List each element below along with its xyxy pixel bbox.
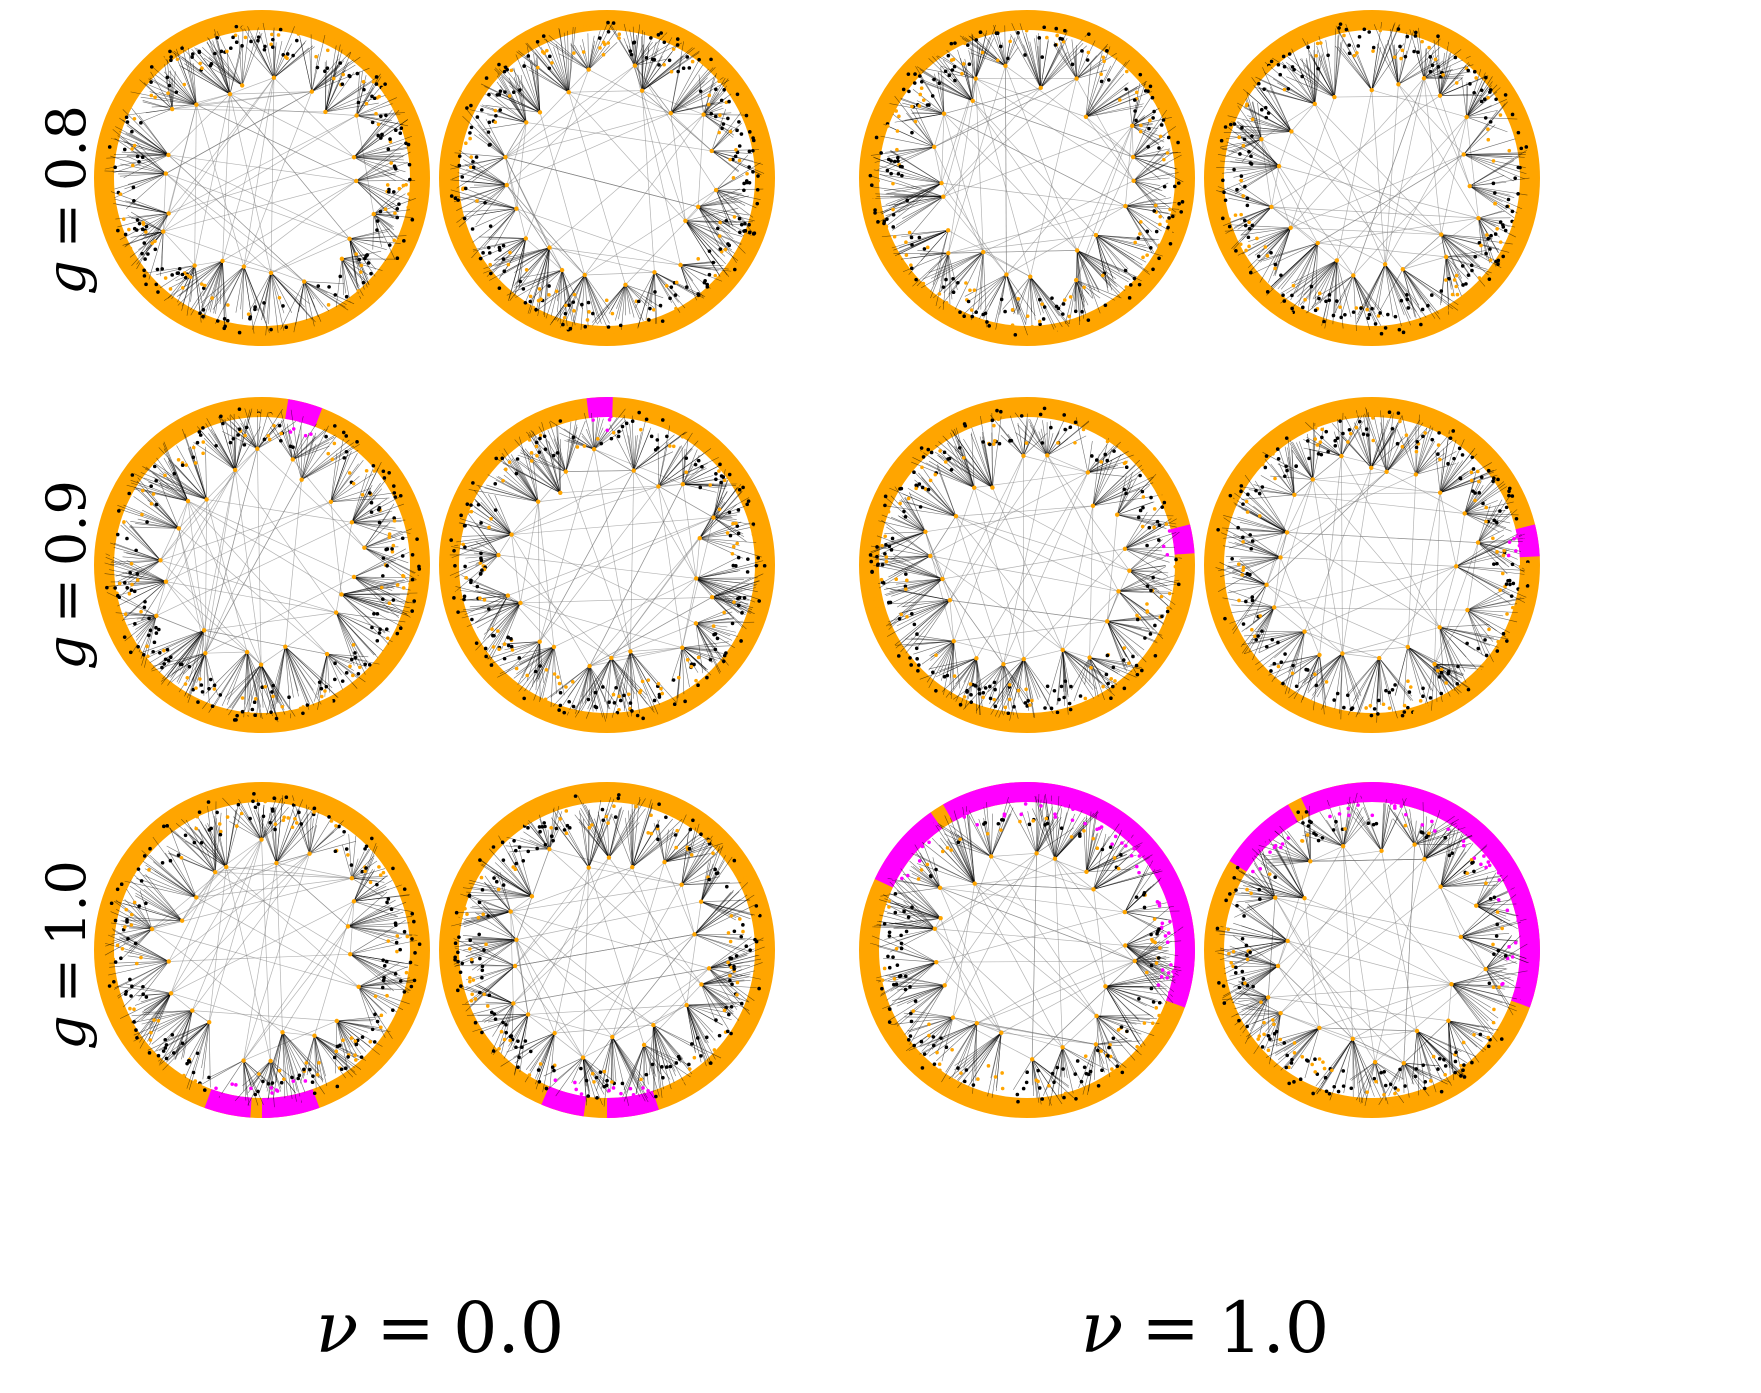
hub-nodes — [508, 846, 712, 1060]
peripheral-nodes — [869, 791, 1187, 1109]
network-panel-r2-c0 — [94, 782, 430, 1118]
peripheral-nodes — [449, 410, 767, 723]
highlight-arc-0 — [1515, 524, 1540, 558]
hub-nodes — [161, 75, 376, 284]
hub-nodes — [154, 446, 367, 667]
long-range-edges — [1261, 78, 1479, 276]
long-range-edges — [151, 839, 359, 1061]
peripheral-nodes — [107, 19, 419, 337]
highlight-arc-0 — [204, 1088, 252, 1118]
peripheral-nodes — [868, 19, 1185, 337]
long-range-edges — [505, 65, 717, 286]
highlight-arc-1 — [1301, 782, 1540, 1008]
hub-nodes — [149, 837, 361, 1064]
long-range-edges — [934, 852, 1136, 1060]
column-label-nu-1.0: ν = 1.0 — [1081, 1287, 1330, 1369]
long-range-edges — [925, 455, 1130, 665]
network-panel-r0-c1 — [439, 10, 775, 346]
peripheral-nodes — [1219, 22, 1529, 336]
column-label-nu-0.0: ν = 0.0 — [316, 1287, 565, 1369]
peripheral-nodes — [105, 407, 422, 722]
highlight-arc-1 — [606, 1090, 659, 1118]
long-range-edges — [510, 848, 710, 1058]
network-panels — [94, 10, 1540, 1118]
node-ring — [859, 10, 1195, 346]
peripheral-nodes — [1216, 405, 1530, 718]
long-range-edges — [498, 448, 714, 667]
network-panel-r1-c2 — [859, 397, 1195, 733]
network-panel-r2-c1 — [439, 782, 775, 1118]
node-ring — [1204, 397, 1540, 733]
network-panel-r2-c2 — [859, 782, 1195, 1118]
hub-nodes — [1259, 76, 1481, 278]
node-ring — [439, 10, 775, 346]
hub-nodes — [932, 851, 1138, 1062]
row-label-g-0.8: g=0.8 — [35, 105, 98, 295]
network-panel-r0-c2 — [859, 10, 1195, 346]
hub-nodes — [496, 446, 716, 669]
node-ring — [859, 397, 1195, 733]
long-range-edges — [1266, 455, 1479, 665]
highlight-arc-0 — [874, 812, 943, 888]
peripheral-nodes — [1215, 791, 1526, 1108]
network-panel-r2-c3 — [1204, 782, 1540, 1118]
node-ring — [94, 10, 430, 346]
network-panel-r1-c3 — [1204, 397, 1540, 733]
long-range-edges — [155, 448, 365, 665]
peripheral-nodes — [449, 20, 763, 334]
row-label-g-0.9: g=0.9 — [35, 480, 98, 670]
hub-fan-edges — [104, 408, 419, 723]
highlight-arc-0 — [1229, 804, 1299, 872]
row-label-g-1.0: g=1.0 — [35, 860, 98, 1050]
hub-fan-edges — [451, 795, 765, 1107]
hub-nodes — [1265, 842, 1488, 1066]
hub-nodes — [503, 63, 719, 287]
hub-fan-edges — [870, 23, 1184, 336]
network-panel-r1-c1 — [439, 397, 775, 733]
long-range-edges — [162, 77, 375, 282]
highlight-arc-0 — [586, 397, 613, 419]
peripheral-nodes — [868, 406, 1182, 721]
hub-fan-edges — [1216, 21, 1530, 332]
highlight-arc-0 — [1170, 524, 1195, 555]
node-ring — [1204, 10, 1540, 346]
hub-fan-edges — [449, 408, 764, 722]
hub-nodes — [1264, 453, 1481, 667]
network-panel-r0-c0 — [94, 10, 430, 346]
hub-nodes — [931, 63, 1136, 283]
peripheral-nodes — [103, 792, 422, 1107]
peripheral-nodes — [453, 793, 762, 1104]
hub-nodes — [923, 453, 1132, 667]
highlight-arc-1 — [261, 1088, 320, 1118]
network-panel-r0-c3 — [1204, 10, 1540, 346]
long-range-edges — [1267, 844, 1486, 1064]
row-label-text: g=0.8 — [35, 105, 98, 295]
highlight-arc-0 — [541, 1086, 587, 1117]
highlight-arc-0 — [284, 399, 323, 427]
hub-fan-edges — [870, 412, 1182, 721]
network-panel-r1-c0 — [94, 397, 430, 733]
row-label-text: g=0.9 — [35, 480, 98, 670]
row-label-text: g=1.0 — [35, 860, 98, 1050]
